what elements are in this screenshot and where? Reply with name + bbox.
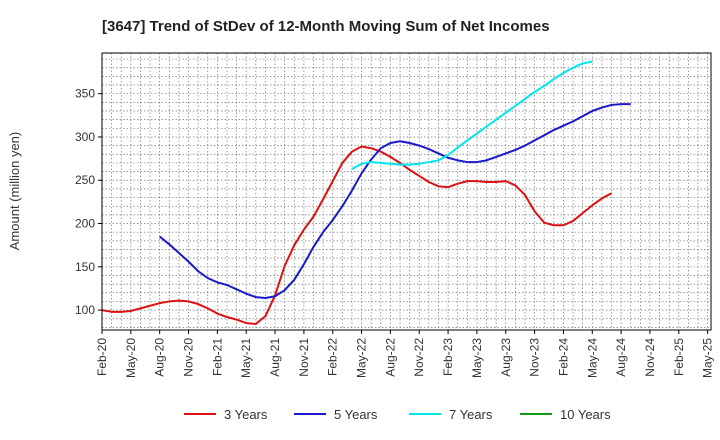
y-axis-ticks: 100 150 200 250 300 350: [75, 87, 102, 317]
series-line-7-years: [351, 60, 593, 170]
x-tick-label: Feb-23: [441, 338, 455, 376]
y-tick-label: 200: [75, 217, 95, 231]
x-tick-label: May-21: [239, 338, 253, 378]
series-layer: [101, 60, 631, 325]
legend-label-7-years: 7 Years: [449, 407, 493, 422]
x-tick-label: May-24: [585, 338, 599, 378]
x-tick-label: Nov-21: [297, 338, 311, 377]
grid: [101, 53, 711, 330]
x-tick-label: May-20: [124, 338, 138, 378]
plot-border: [101, 52, 712, 331]
x-tick-label: Nov-24: [643, 338, 657, 377]
x-tick-label: Feb-24: [556, 338, 570, 376]
x-tick-label: Aug-21: [268, 338, 282, 377]
legend: 3 Years 5 Years 7 Years 10 Years: [184, 407, 611, 422]
x-tick-label: Nov-22: [412, 338, 426, 377]
x-tick-label: Aug-20: [153, 338, 167, 377]
x-tick-label: May-23: [470, 338, 484, 378]
legend-label-3-years: 3 Years: [224, 407, 268, 422]
x-axis-ticks: Feb-20 May-20 Aug-20 Nov-20 Feb-21 May-21 Aug-…: [95, 330, 715, 378]
x-tick-label: Feb-22: [326, 338, 340, 376]
x-tick-label: Feb-21: [210, 338, 224, 376]
y-tick-label: 100: [75, 303, 95, 317]
series-line-3-years: [101, 145, 612, 325]
series-line-5-years: [159, 103, 631, 299]
x-tick-label: Feb-20: [95, 338, 109, 376]
x-tick-label: Aug-22: [383, 338, 397, 377]
x-tick-label: Nov-20: [182, 338, 196, 377]
x-tick-label: Aug-23: [499, 338, 513, 377]
y-tick-label: 150: [75, 260, 95, 274]
x-tick-label: Aug-24: [614, 338, 628, 377]
plot-area: [102, 53, 711, 330]
legend-label-5-years: 5 Years: [334, 407, 378, 422]
y-tick-label: 250: [75, 173, 95, 187]
x-tick-label: Feb-25: [672, 338, 686, 376]
x-tick-label: May-25: [701, 338, 715, 378]
x-tick-label: Nov-23: [528, 338, 542, 377]
y-axis-label: Amount (million yen): [7, 132, 22, 251]
y-tick-label: 350: [75, 87, 95, 101]
legend-label-10-years: 10 Years: [560, 407, 611, 422]
chart-title: [3647] Trend of StDev of 12-Month Moving…: [102, 18, 550, 35]
y-tick-label: 300: [75, 130, 95, 144]
x-tick-label: May-22: [355, 338, 369, 378]
